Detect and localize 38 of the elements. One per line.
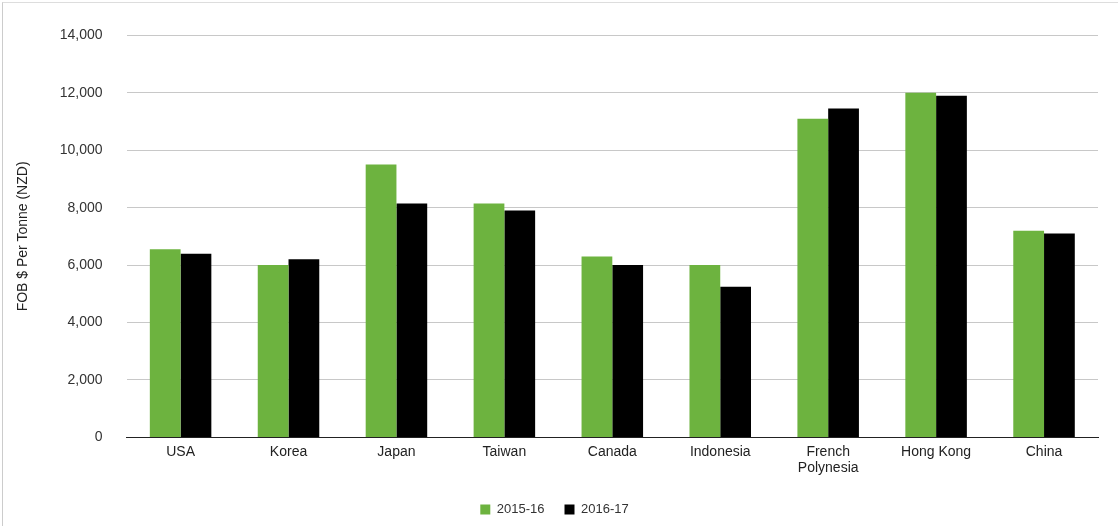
x-tick-label: Taiwan: [482, 442, 527, 459]
y-tick-label: 6,000: [67, 255, 103, 272]
y-tick-label: 12,000: [59, 83, 103, 100]
legend-label: 2015-16: [496, 501, 545, 517]
y-tick-label: 14,000: [59, 26, 103, 43]
bar: [936, 95, 967, 437]
x-tick-label: China: [1025, 442, 1063, 459]
bar: [1044, 233, 1075, 437]
legend-label: 2016-17: [581, 501, 629, 517]
y-tick-label: 10,000: [59, 141, 103, 158]
bar: [365, 164, 397, 437]
y-axis-title: FOB $ Per Tonne (NZD): [14, 161, 31, 312]
bar: [257, 265, 289, 437]
y-tick-label: 4,000: [67, 313, 103, 330]
bar: [612, 265, 644, 437]
bar: [180, 253, 212, 437]
x-tick-label: Japan: [377, 442, 416, 459]
bar: [797, 118, 829, 437]
y-tick-label: 0: [94, 428, 103, 445]
bar: [504, 210, 536, 437]
bar: [149, 249, 181, 437]
bar: [288, 259, 320, 437]
x-tick-label: Indonesia: [689, 442, 751, 459]
bar: [905, 92, 937, 437]
bar: [689, 265, 721, 437]
bar: [581, 256, 613, 437]
x-tick-label: Canada: [587, 442, 638, 459]
bar: [828, 108, 859, 437]
bar: [1013, 230, 1045, 437]
y-tick-label: 8,000: [67, 198, 103, 215]
bar: [396, 203, 428, 437]
x-tick-label: French Polynesia: [797, 442, 859, 476]
y-tick-label: 2,000: [67, 370, 103, 387]
bar: [473, 203, 505, 437]
x-tick-label: Hong Kong: [901, 442, 972, 459]
x-tick-label: Korea: [269, 442, 308, 459]
x-tick-label: USA: [166, 442, 196, 459]
bar: [720, 286, 751, 437]
